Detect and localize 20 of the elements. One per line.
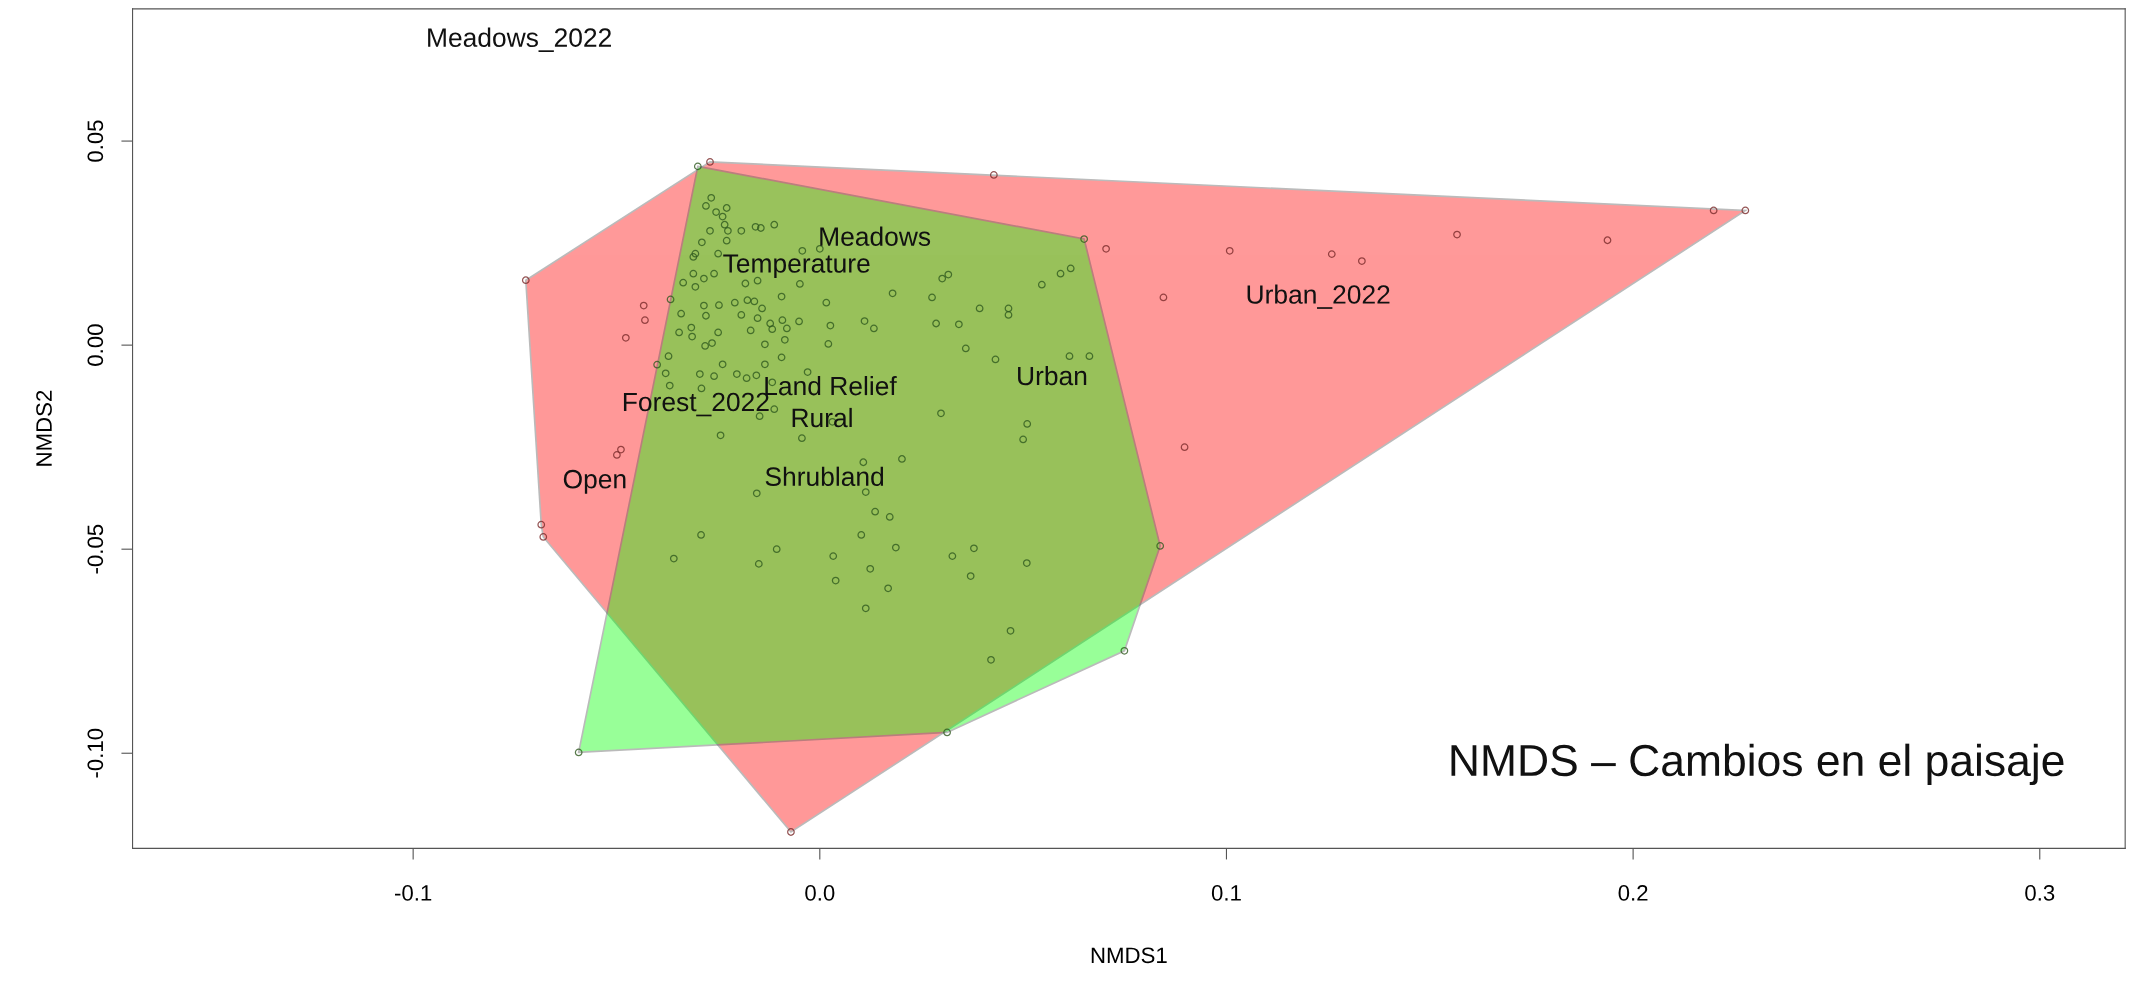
annotation: Shrubland [765,466,884,487]
y-tick-label: 0.05 [87,120,104,162]
x-tick-label: -0.1 [394,885,432,901]
x-tick-label: 0.1 [1211,885,1241,901]
annotation: Temperature [723,254,870,279]
annotation: Meadows [820,226,931,246]
x-tick-label: 0.2 [1618,885,1648,901]
annotation: NMDS – Cambios en el paisaje [1451,743,2064,786]
y-tick-label: -0.10 [87,728,104,778]
y-axis-title: NMDS2 [36,390,52,466]
annotation: Open [563,469,626,494]
x-tick-label: 0.0 [805,885,835,901]
annotation: Urban_2022 [1247,284,1390,309]
annotation: Rural [792,407,852,428]
annotation: Urban [1018,365,1087,386]
y-tick-label: 0.00 [87,324,104,366]
annotation: Meadows_2022 [428,27,611,52]
x-tick-label: 0.3 [2025,885,2055,901]
y-tick-label: -0.05 [87,524,104,574]
x-axis-title: NMDS1 [1091,947,1167,964]
